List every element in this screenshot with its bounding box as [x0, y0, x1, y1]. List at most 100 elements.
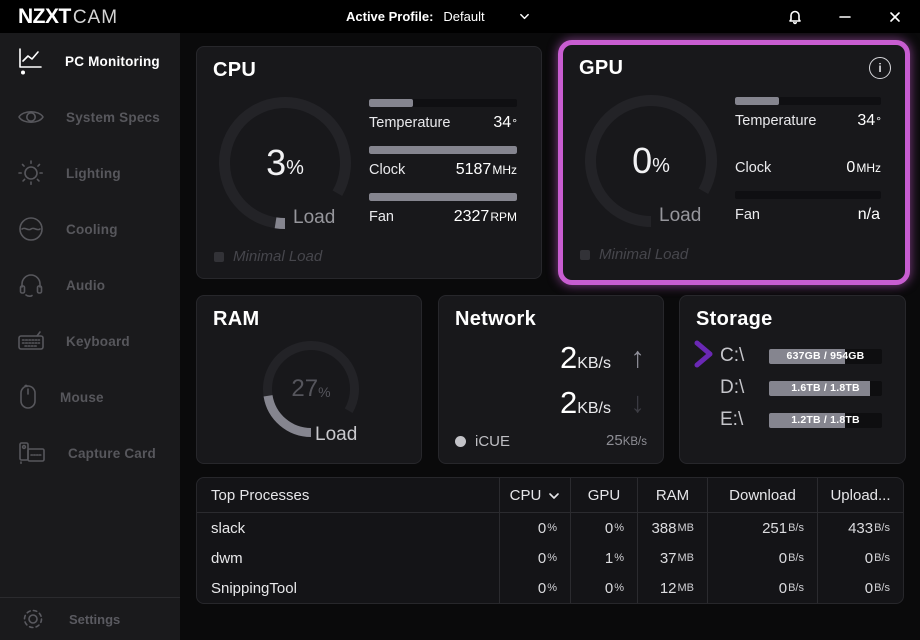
- capture-card-icon: [19, 442, 45, 465]
- close-button[interactable]: [870, 0, 920, 33]
- sidebar: PC Monitoring System Specs Lighting Cool…: [0, 33, 180, 640]
- cpu-stats: Temperature 34° Clock 5187MHz Fan 2327: [369, 99, 517, 240]
- gpu-fan-stat: Fan n/a: [735, 191, 881, 238]
- processes-header-download[interactable]: Download: [708, 478, 818, 513]
- headset-icon: [19, 274, 43, 297]
- notifications-bell-icon[interactable]: [770, 0, 820, 33]
- sidebar-item-label: Audio: [66, 277, 106, 293]
- sidebar-item-cooling[interactable]: Cooling: [0, 201, 180, 257]
- gpu-temperature-stat: Temperature 34°: [735, 97, 881, 144]
- ram-load-value: 27%: [291, 375, 331, 402]
- status-square-icon: [214, 251, 224, 262]
- processes-header-name: Top Processes: [197, 478, 500, 513]
- sidebar-item-audio[interactable]: Audio: [0, 257, 180, 313]
- logo-nzxt: NZXT: [18, 5, 71, 28]
- sidebar-item-label: Mouse: [60, 389, 104, 405]
- network-footer: iCUE 25KB/s: [455, 432, 647, 450]
- chevron-down-icon: [519, 13, 529, 20]
- gpu-card-title: GPU: [579, 57, 624, 79]
- drive-list: C:\ 637GB / 954GB D:\ 1.6TB / 1.8TB E:\: [680, 340, 905, 436]
- sidebar-item-label: Keyboard: [66, 333, 130, 349]
- network-card[interactable]: Network 2KB/s ↑ 2KB/s ↓ iCUE 25KB/s: [438, 295, 664, 464]
- sidebar-item-label: System Specs: [66, 109, 160, 125]
- cpu-fan-stat: Fan 2327RPM: [369, 193, 517, 240]
- cpu-temperature-stat: Temperature 34°: [369, 99, 517, 146]
- gpu-load-value: 0%: [632, 140, 670, 181]
- process-name: SnippingTool: [197, 573, 500, 603]
- minimize-button[interactable]: [820, 0, 870, 33]
- process-ram: 388 MB: [638, 513, 708, 543]
- gpu-stats: Temperature 34° Clock 0MHz Fan n/a: [735, 97, 881, 238]
- gpu-load-label: Load: [659, 205, 702, 226]
- window-controls: [770, 0, 920, 33]
- drive-row-c[interactable]: C:\ 637GB / 954GB: [680, 340, 905, 372]
- sidebar-item-lighting[interactable]: Lighting: [0, 145, 180, 201]
- process-download: 0 B/s: [708, 573, 818, 603]
- active-profile-value: Default: [443, 9, 485, 24]
- nzxt-cam-logo: NZXT CAM: [18, 5, 118, 29]
- storage-card-title: Storage: [696, 308, 773, 330]
- cpu-load-label: Load: [293, 207, 336, 228]
- active-profile-dropdown[interactable]: Active Profile: Default: [346, 0, 530, 33]
- titlebar: NZXT CAM Active Profile: Default: [0, 0, 920, 33]
- gpu-load-gauge: 0%: [585, 95, 717, 227]
- cpu-status-label: Minimal Load: [233, 248, 323, 265]
- drive-row-d[interactable]: D:\ 1.6TB / 1.8TB: [680, 372, 905, 404]
- processes-header-cpu-sort[interactable]: CPU: [500, 478, 571, 513]
- storage-card[interactable]: Storage C:\ 637GB / 954GB D:\ 1.6TB / 1.: [679, 295, 906, 464]
- arrow-up-icon: ↑: [630, 342, 646, 374]
- network-device: iCUE: [455, 433, 510, 450]
- drive-row-e[interactable]: E:\ 1.2TB / 1.8TB: [680, 404, 905, 436]
- process-download: 0 B/s: [708, 543, 818, 573]
- ram-load-label: Load: [315, 424, 358, 445]
- sidebar-item-label: PC Monitoring: [65, 53, 160, 69]
- line-chart-icon: [19, 48, 42, 75]
- sidebar-item-pc-monitoring[interactable]: PC Monitoring: [0, 33, 180, 89]
- top-processes-table: Top Processes CPU GPU RAM Download Uploa…: [196, 477, 904, 604]
- sidebar-item-capture-card[interactable]: Capture Card: [0, 425, 180, 481]
- process-gpu: 0%: [571, 513, 638, 543]
- process-upload: 433 B/s: [848, 519, 890, 537]
- processes-header-ram[interactable]: RAM: [638, 478, 708, 513]
- gpu-status-label: Minimal Load: [599, 246, 689, 263]
- processes-header-upload[interactable]: Upload...: [818, 478, 903, 513]
- sidebar-item-keyboard[interactable]: Keyboard: [0, 313, 180, 369]
- selected-drive-chevron-icon: [694, 340, 713, 368]
- arrow-down-icon: ↓: [630, 387, 646, 419]
- gpu-status: Minimal Load: [580, 246, 688, 263]
- process-gpu: 0%: [571, 573, 638, 603]
- process-cpu: 0%: [500, 543, 571, 573]
- process-ram: 37 MB: [638, 543, 708, 573]
- sidebar-item-system-specs[interactable]: System Specs: [0, 89, 180, 145]
- cpu-card[interactable]: CPU 3% Load Minimal Load Temperature: [196, 46, 542, 279]
- processes-header-gpu[interactable]: GPU: [571, 478, 638, 513]
- process-name: slack: [197, 513, 500, 543]
- cpu-load-value: 3%: [266, 142, 304, 183]
- drive-usage-bar: 1.2TB / 1.8TB: [769, 412, 882, 428]
- sidebar-item-settings[interactable]: Settings: [0, 597, 180, 640]
- cooling-pump-icon: [19, 217, 43, 241]
- sidebar-item-mouse[interactable]: Mouse: [0, 369, 180, 425]
- cpu-card-title: CPU: [213, 59, 257, 81]
- network-download-value: 2KB/s: [559, 385, 611, 420]
- settings-label: Settings: [69, 611, 121, 627]
- process-upload: 0 B/s: [864, 549, 890, 567]
- drive-usage-bar: 1.6TB / 1.8TB: [769, 380, 882, 396]
- cpu-status: Minimal Load: [214, 248, 322, 265]
- ram-card-title: RAM: [213, 308, 260, 330]
- sidebar-item-label: Capture Card: [68, 445, 156, 461]
- cpu-clock-stat: Clock 5187MHz: [369, 146, 517, 193]
- pc-monitoring-dashboard: CPU 3% Load Minimal Load Temperature: [180, 33, 920, 640]
- gpu-card-selected[interactable]: GPU i 0% Load Minimal Load Temperatu: [558, 40, 910, 285]
- network-card-title: Network: [455, 308, 537, 330]
- ram-card[interactable]: RAM 27% Load: [196, 295, 422, 464]
- process-cpu: 0%: [500, 573, 571, 603]
- info-icon[interactable]: i: [869, 57, 891, 79]
- network-total-rate: 25KB/s: [606, 432, 647, 449]
- mouse-icon: [20, 384, 36, 409]
- ram-load-gauge: 27%: [263, 341, 359, 437]
- eye-icon: [18, 110, 44, 124]
- process-gpu: 1%: [571, 543, 638, 573]
- process-name: dwm: [197, 543, 500, 573]
